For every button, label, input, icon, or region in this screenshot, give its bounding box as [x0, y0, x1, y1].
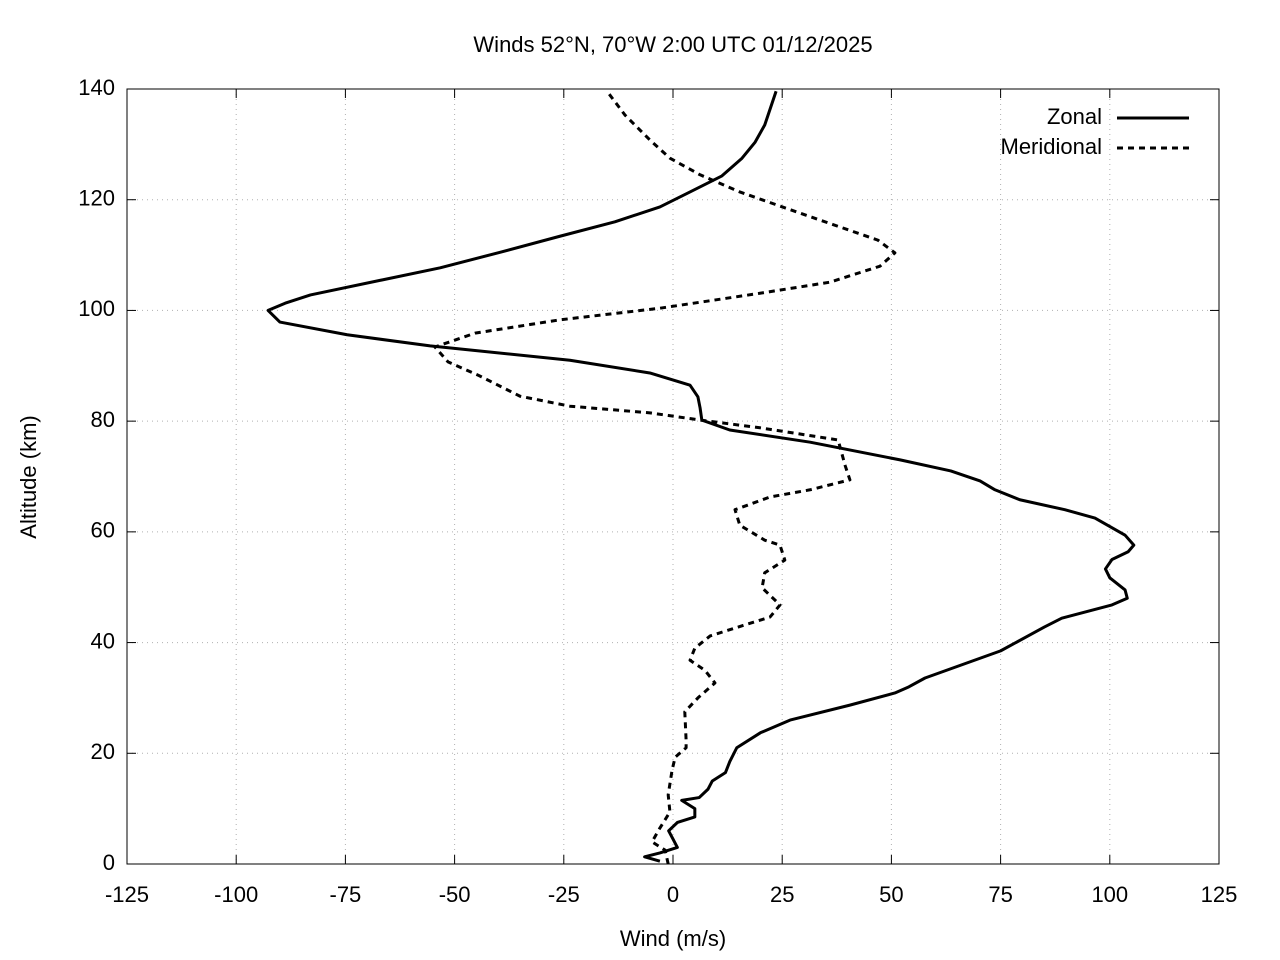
legend-label: Zonal — [1047, 104, 1102, 129]
y-tick-label: 40 — [91, 628, 115, 653]
y-tick-label: 80 — [91, 407, 115, 432]
x-tick-label: -125 — [105, 882, 149, 907]
y-tick-label: 0 — [103, 850, 115, 875]
x-tick-label: 125 — [1201, 882, 1238, 907]
x-tick-label: 0 — [667, 882, 679, 907]
y-tick-label: 140 — [78, 75, 115, 100]
data-line — [266, 90, 1136, 863]
x-tick-label: 50 — [879, 882, 903, 907]
x-tick-label: -50 — [439, 882, 471, 907]
x-tick-label: -75 — [330, 882, 362, 907]
y-tick-label: 60 — [91, 518, 115, 543]
x-tick-label: -100 — [214, 882, 258, 907]
y-tick-label: 100 — [78, 296, 115, 321]
y-tick-label: 120 — [78, 186, 115, 211]
y-tick-label: 20 — [91, 739, 115, 764]
x-tick-label: 25 — [770, 882, 794, 907]
x-tick-label: 100 — [1091, 882, 1128, 907]
x-axis-label: Wind (m/s) — [620, 926, 726, 951]
legend-label: Meridional — [1001, 134, 1103, 159]
chart-title: Winds 52°N, 70°W 2:00 UTC 01/12/2025 — [473, 32, 872, 57]
x-tick-label: 75 — [988, 882, 1012, 907]
y-axis-label: Altitude (km) — [16, 415, 41, 538]
x-tick-label: -25 — [548, 882, 580, 907]
plot-frame — [126, 88, 1220, 865]
data-line — [433, 90, 897, 865]
